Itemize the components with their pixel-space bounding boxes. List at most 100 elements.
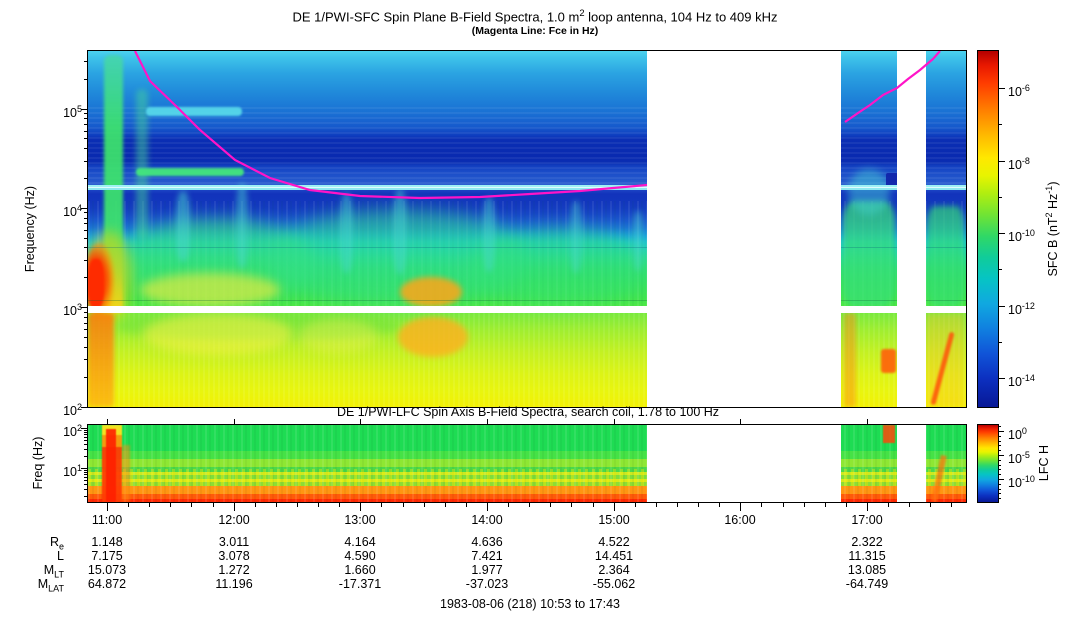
sfc-feature-green-streak-20khz xyxy=(136,168,244,176)
ephemeris-value: 15.073 xyxy=(87,563,127,577)
sfc-feature-yellow-patch-left xyxy=(140,273,280,307)
time-tick-minor xyxy=(424,503,425,507)
sfc-feature-burst-red-inner xyxy=(88,259,104,309)
sfc-ytick-minor xyxy=(84,223,88,224)
ephemeris-row-label: MLAT xyxy=(37,577,64,594)
sfc-feature-hiss-funnel-c xyxy=(468,229,653,307)
lfc-ytick-minor xyxy=(84,489,88,490)
sfc-ytick-minor xyxy=(84,124,88,125)
time-tick-upper xyxy=(614,419,615,424)
lfc-ytick-minor xyxy=(84,477,88,478)
sfc-feature-hiss-spike-6 xyxy=(570,201,582,273)
sfc-feature-burst-column-lower xyxy=(88,313,114,407)
ephemeris-value: -64.749 xyxy=(845,577,889,591)
ephemeris-value: 4.590 xyxy=(344,549,376,563)
sfc-ytick-major xyxy=(81,307,88,308)
sfc-ytick-minor xyxy=(84,230,88,231)
lfc-cbar-tick-minor xyxy=(998,489,1001,490)
lfc-cbar-tick-minor xyxy=(998,460,1001,461)
time-tick-major xyxy=(360,503,361,511)
time-tick-minor xyxy=(825,503,826,507)
sfc-feature-rightseg2-green-mass xyxy=(927,206,964,307)
figure-subtitle: (Magenta Line: Fce in Hz) xyxy=(471,25,599,37)
lfc-faint-orange-column xyxy=(122,445,130,502)
time-tick-minor xyxy=(951,503,952,507)
sfc-cyan-line-18khz xyxy=(88,185,966,190)
time-tick-minor xyxy=(149,503,150,507)
ephemeris-value: 4.164 xyxy=(344,535,376,549)
figure-title: DE 1/PWI-SFC Spin Plane B-Field Spectra,… xyxy=(292,8,778,25)
time-tick-minor xyxy=(593,503,594,507)
ephemeris-value: -17.371 xyxy=(338,577,382,591)
time-tick-minor xyxy=(571,503,572,507)
lfc-ytick-minor xyxy=(84,480,88,481)
sfc-ytick-minor xyxy=(84,377,88,378)
sfc-feature-cyan-streak-100khz xyxy=(146,107,242,116)
time-tick-minor xyxy=(255,503,256,507)
ephemeris-value: -37.023 xyxy=(465,577,509,591)
sfc-ytick-major xyxy=(81,208,88,209)
time-tick-minor xyxy=(635,503,636,507)
ephemeris-row-label: Re xyxy=(49,535,64,552)
lfc-cbar-tick-minor xyxy=(998,498,1001,499)
lfc-ytick-minor xyxy=(84,472,88,473)
lfc-cbar-tick-minor xyxy=(998,474,1001,475)
time-tick-minor xyxy=(930,503,931,507)
ephemeris-value: 14.451 xyxy=(594,549,634,563)
lfc-data-gap-1 xyxy=(647,425,841,502)
sfc-cbar-tick-major xyxy=(998,161,1005,162)
sfc-ytick-minor xyxy=(84,317,88,318)
lfc-ytick-minor xyxy=(84,430,88,431)
lfc-ytick-label: 101 xyxy=(63,463,82,480)
lfc-cbar-tick-minor xyxy=(998,484,1001,485)
time-tick-minor xyxy=(804,503,805,507)
time-tick-minor xyxy=(466,503,467,507)
sfc-ytick-minor xyxy=(84,277,88,278)
time-tick-minor xyxy=(508,503,509,507)
ephemeris-value: 13.085 xyxy=(847,563,887,577)
time-tick-major xyxy=(867,503,868,511)
sfc-cbar-tick-label: 10-10 xyxy=(1008,228,1035,245)
sfc-cbar-tick-minor xyxy=(998,197,1002,198)
time-tick-minor xyxy=(783,503,784,507)
time-tick-minor xyxy=(318,503,319,507)
time-tick-minor xyxy=(529,503,530,507)
time-tick-major xyxy=(487,503,488,511)
ephemeris-value: 7.175 xyxy=(91,549,123,563)
sfc-ytick-minor xyxy=(84,323,88,324)
sfc-spectrogram-panel xyxy=(87,50,967,408)
sfc-feature-orange-blob-1340 xyxy=(400,277,462,307)
sfc-feature-lowband-orange-1340 xyxy=(398,317,468,357)
lfc-cbar-tick-label: 10-10 xyxy=(1008,474,1035,491)
time-tick-upper xyxy=(107,419,108,424)
sfc-y-axis-label: Frequency (Hz) xyxy=(23,185,37,273)
time-tick-minor xyxy=(550,503,551,507)
time-tick-upper xyxy=(487,419,488,424)
time-tick-major xyxy=(234,503,235,511)
lfc-ytick-minor xyxy=(84,437,88,438)
time-tick-upper xyxy=(360,419,361,424)
data-gap-2 xyxy=(897,51,926,407)
sfc-cbar-tick-major xyxy=(998,233,1005,234)
sfc-ytick-minor xyxy=(84,161,88,162)
ephemeris-value: 3.078 xyxy=(218,549,250,563)
time-tick-minor xyxy=(719,503,720,507)
sfc-cbar-tick-label: 10-12 xyxy=(1008,301,1035,318)
lfc-ytick-minor xyxy=(84,444,88,445)
lfc-ytick-minor xyxy=(84,449,88,450)
fce-line-left xyxy=(134,51,648,200)
ephemeris-value: 1.272 xyxy=(218,563,250,577)
sfc-cbar-tick-major xyxy=(998,378,1005,379)
time-tick-minor xyxy=(297,503,298,507)
sfc-ytick-minor xyxy=(84,312,88,313)
data-gap-1 xyxy=(647,51,841,407)
sfc-ytick-minor xyxy=(84,247,88,248)
lfc-cbar-tick-major xyxy=(998,431,1004,432)
sfc-ytick-minor xyxy=(84,359,88,360)
lfc-cbar-tick-minor xyxy=(998,426,1001,427)
lfc-ytick-minor xyxy=(84,470,88,471)
sfc-feature-hiss-spike-5 xyxy=(483,197,495,272)
sfc-feature-hiss-spike-7 xyxy=(633,211,643,271)
time-tick-minor xyxy=(170,503,171,507)
lfc-ytick-minor xyxy=(84,432,88,433)
